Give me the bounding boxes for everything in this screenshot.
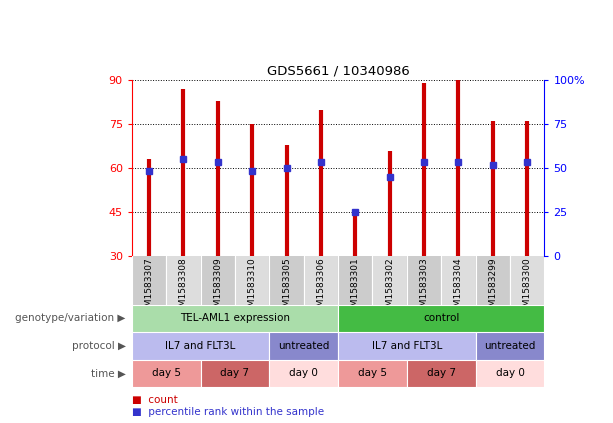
FancyBboxPatch shape <box>200 360 269 387</box>
Text: GSM1583299: GSM1583299 <box>489 257 497 318</box>
Text: GSM1583306: GSM1583306 <box>316 257 326 318</box>
FancyBboxPatch shape <box>407 360 476 387</box>
Text: untreated: untreated <box>484 341 536 351</box>
Bar <box>269 256 303 305</box>
Bar <box>510 256 544 305</box>
Text: IL7 and FLT3L: IL7 and FLT3L <box>371 341 442 351</box>
Text: TEL-AML1 expression: TEL-AML1 expression <box>180 313 290 323</box>
FancyBboxPatch shape <box>476 360 544 387</box>
Bar <box>200 256 235 305</box>
FancyBboxPatch shape <box>132 360 200 387</box>
Text: GSM1583301: GSM1583301 <box>351 257 360 318</box>
Text: GSM1583308: GSM1583308 <box>179 257 188 318</box>
FancyBboxPatch shape <box>338 360 407 387</box>
Bar <box>235 256 269 305</box>
Text: untreated: untreated <box>278 341 329 351</box>
Text: GSM1583303: GSM1583303 <box>419 257 428 318</box>
Text: GSM1583304: GSM1583304 <box>454 257 463 318</box>
FancyBboxPatch shape <box>269 332 338 360</box>
FancyBboxPatch shape <box>132 305 338 332</box>
Bar <box>338 256 373 305</box>
Bar <box>303 256 338 305</box>
Text: control: control <box>423 313 459 323</box>
Text: GSM1583300: GSM1583300 <box>523 257 531 318</box>
FancyBboxPatch shape <box>476 332 544 360</box>
FancyBboxPatch shape <box>132 332 269 360</box>
Text: day 0: day 0 <box>289 368 318 378</box>
Text: ■  count: ■ count <box>132 395 178 405</box>
Bar <box>166 256 200 305</box>
Bar <box>476 256 510 305</box>
Text: day 5: day 5 <box>151 368 181 378</box>
Text: GSM1583307: GSM1583307 <box>145 257 153 318</box>
Text: ■  percentile rank within the sample: ■ percentile rank within the sample <box>132 407 324 418</box>
Text: day 7: day 7 <box>427 368 455 378</box>
FancyBboxPatch shape <box>338 305 544 332</box>
Text: protocol ▶: protocol ▶ <box>72 341 126 351</box>
Text: GSM1583302: GSM1583302 <box>385 257 394 318</box>
Bar <box>132 256 166 305</box>
Text: GSM1583305: GSM1583305 <box>282 257 291 318</box>
Bar <box>441 256 476 305</box>
Bar <box>373 256 407 305</box>
Text: GSM1583309: GSM1583309 <box>213 257 223 318</box>
FancyBboxPatch shape <box>269 360 338 387</box>
FancyBboxPatch shape <box>338 332 476 360</box>
Text: genotype/variation ▶: genotype/variation ▶ <box>15 313 126 323</box>
Text: GSM1583310: GSM1583310 <box>248 257 257 318</box>
Text: day 7: day 7 <box>221 368 249 378</box>
Text: time ▶: time ▶ <box>91 368 126 378</box>
Text: day 5: day 5 <box>358 368 387 378</box>
Title: GDS5661 / 10340986: GDS5661 / 10340986 <box>267 65 409 78</box>
Bar <box>407 256 441 305</box>
Text: IL7 and FLT3L: IL7 and FLT3L <box>166 341 236 351</box>
Text: day 0: day 0 <box>495 368 524 378</box>
